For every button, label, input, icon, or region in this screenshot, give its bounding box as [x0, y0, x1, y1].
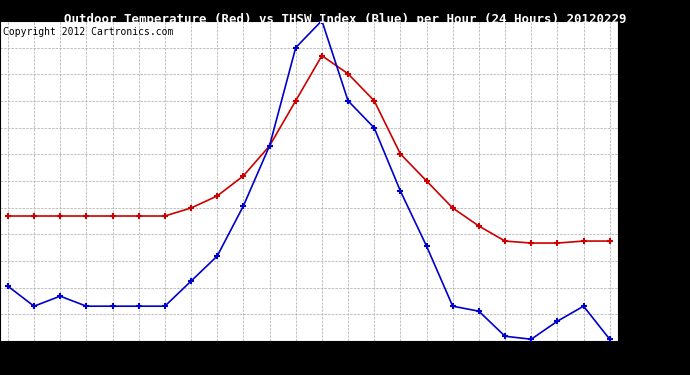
Text: Outdoor Temperature (Red) vs THSW Index (Blue) per Hour (24 Hours) 20120229: Outdoor Temperature (Red) vs THSW Index …: [63, 13, 627, 26]
Text: Copyright 2012 Cartronics.com: Copyright 2012 Cartronics.com: [3, 27, 173, 37]
